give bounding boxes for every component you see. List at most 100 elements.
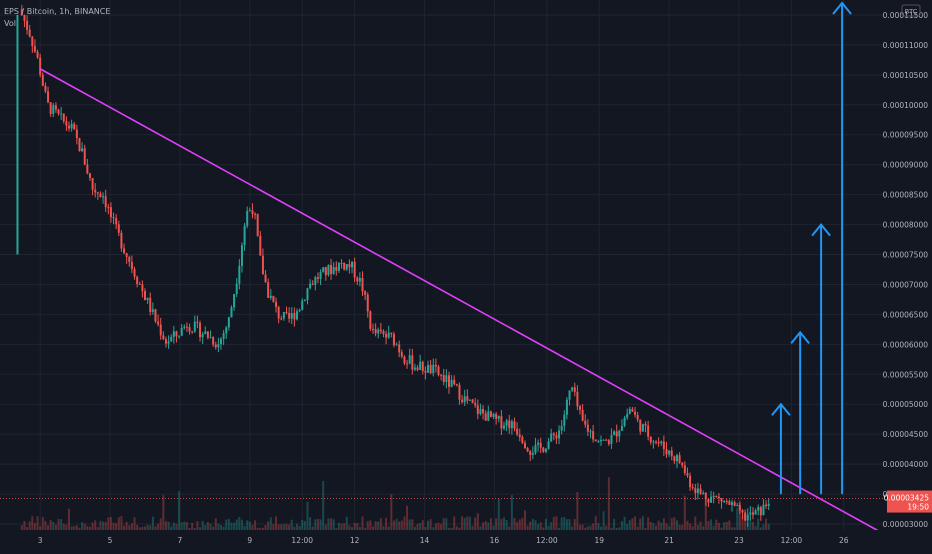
volume-bar <box>634 516 637 530</box>
candle-body <box>47 91 50 103</box>
volume-bar <box>738 500 741 530</box>
symbol-title[interactable]: EPS / Bitcoin, 1h, BINANCE <box>4 7 111 16</box>
candle-body <box>450 379 453 387</box>
candle-body <box>592 431 595 440</box>
candle-body <box>75 129 78 139</box>
candle-body <box>623 417 626 426</box>
volume-bar <box>366 521 369 530</box>
volume-bar <box>382 525 385 530</box>
candle-body <box>267 282 270 298</box>
volume-bar <box>552 516 555 530</box>
candle-body <box>356 277 359 282</box>
candle-body <box>91 178 94 190</box>
volume-bar <box>620 521 623 530</box>
price-axis[interactable] <box>884 0 932 550</box>
volume-bar <box>306 501 309 530</box>
arrow-head-icon[interactable] <box>771 402 791 416</box>
candle-body <box>282 311 285 319</box>
candle-body <box>534 444 537 454</box>
candle-body <box>411 355 414 370</box>
volume-bar <box>44 520 47 530</box>
volume-bar <box>544 518 547 530</box>
volume-bar <box>539 522 542 530</box>
volume-bar <box>94 520 97 530</box>
volume-bar <box>492 525 495 530</box>
candle-body <box>571 387 574 391</box>
arrow-head-icon[interactable] <box>811 222 831 237</box>
candle-body <box>217 344 220 348</box>
candle-body <box>65 121 68 126</box>
volume-bar <box>427 520 430 530</box>
candle-body <box>311 283 314 285</box>
y-tick-label: 0.00007000 <box>883 280 929 289</box>
volume-bar <box>316 518 319 530</box>
volume-bar <box>73 526 76 530</box>
candle-body <box>104 196 107 208</box>
volume-bar <box>468 516 471 530</box>
volume-bar <box>96 527 99 530</box>
volume-bar <box>597 522 600 530</box>
volume-bar <box>379 518 382 530</box>
volume-bar <box>201 520 204 530</box>
trendline[interactable] <box>39 68 883 534</box>
candle-body <box>699 488 702 494</box>
volume-bar <box>212 526 215 530</box>
candle-body <box>741 510 744 513</box>
candle-body <box>39 57 42 75</box>
volume-bar <box>516 522 519 530</box>
volume-bar <box>164 521 167 530</box>
volume-bar <box>565 519 568 530</box>
volume-bar <box>112 522 115 530</box>
volume-indicator-label[interactable]: Vol <box>4 19 16 28</box>
candle-body <box>345 264 348 270</box>
volume-bar <box>272 524 275 530</box>
candle-body <box>620 425 623 431</box>
candle-body <box>437 366 440 375</box>
candle-body <box>212 337 215 345</box>
candle-body <box>172 331 175 337</box>
volume-bar <box>576 491 579 530</box>
volume-bar <box>214 518 217 530</box>
candle-body <box>70 123 73 129</box>
volume-bar <box>615 527 618 530</box>
volume-bar <box>277 524 280 530</box>
volume-bar <box>767 523 770 530</box>
candle-body <box>167 341 170 344</box>
currency-badge[interactable] <box>901 4 921 17</box>
candle-body <box>605 439 608 441</box>
y-tick-label: 0.00011000 <box>883 41 929 50</box>
volume-bar <box>180 522 183 530</box>
candle-body <box>385 334 388 338</box>
candle-body <box>673 456 676 462</box>
volume-bar <box>335 527 338 530</box>
candle-body <box>330 264 333 275</box>
time-axis[interactable] <box>0 530 884 550</box>
volume-bar <box>421 520 424 530</box>
candle-body <box>668 450 671 455</box>
volume-bar <box>395 518 398 530</box>
candle-body <box>607 440 610 444</box>
x-tick-label: 3 <box>38 536 43 545</box>
volume-bar <box>88 526 91 530</box>
volume-bar <box>691 526 694 530</box>
volume-bar <box>322 481 325 530</box>
volume-bar <box>518 519 521 530</box>
volume-bar <box>495 518 498 530</box>
x-tick-label: 5 <box>108 536 113 545</box>
candle-body <box>675 455 678 462</box>
volume-bar <box>251 525 254 530</box>
volume-bar <box>33 522 36 530</box>
arrow-head-icon[interactable] <box>790 330 810 345</box>
candle-body <box>201 334 204 338</box>
x-tick-label: 12:00 <box>536 536 558 545</box>
volume-bar <box>662 518 665 530</box>
y-tick-label: 0.00008000 <box>883 221 929 230</box>
volume-bar <box>311 526 314 530</box>
volume-bar <box>560 517 563 530</box>
volume-bar <box>463 517 466 530</box>
volume-bar <box>440 523 443 530</box>
candle-body <box>295 311 298 320</box>
arrow-head-icon[interactable] <box>832 1 852 15</box>
